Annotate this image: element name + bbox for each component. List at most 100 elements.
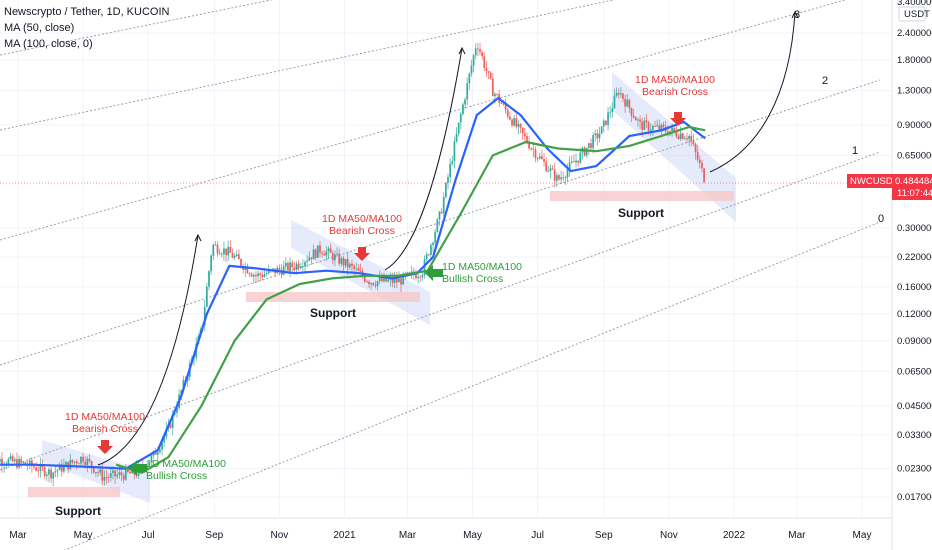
candle-body — [594, 133, 597, 136]
candle-body — [154, 450, 157, 455]
candle-body — [39, 463, 42, 472]
projection-arrowhead — [791, 10, 799, 19]
bearish-cross-label-line1: 1D MA50/MA100 — [635, 74, 715, 86]
candle-body — [400, 278, 402, 285]
candle-body — [60, 464, 63, 472]
candle-body — [391, 277, 394, 283]
candle-body — [462, 104, 464, 115]
candle-body — [227, 246, 230, 256]
candle-body — [417, 276, 420, 279]
candle-body — [681, 133, 684, 139]
candle-body — [90, 461, 93, 468]
candle-body — [472, 55, 475, 66]
candle-body — [634, 117, 637, 121]
candle-body — [598, 133, 601, 139]
candle-body — [103, 477, 106, 481]
time-tick-label: May — [74, 530, 93, 541]
time-tick-label: 2021 — [333, 530, 356, 541]
symbol-title[interactable]: Newscrypto / Tether, 1D, KUCOIN — [4, 6, 170, 18]
candle-body — [519, 123, 522, 128]
bearish-cross-label-line2: Bearish Cross — [329, 225, 395, 237]
candle-body — [348, 263, 351, 268]
candle-body — [643, 120, 646, 130]
ma50-legend[interactable]: MA (50, close) — [4, 22, 75, 34]
candle-body — [387, 279, 390, 282]
candle-body — [645, 120, 648, 123]
candle-body — [35, 467, 38, 471]
candle-body — [564, 177, 567, 179]
candle-body — [355, 268, 358, 270]
candle-body — [118, 472, 121, 475]
candle-body — [97, 472, 99, 473]
candle-body — [374, 284, 377, 286]
candle-body — [314, 249, 317, 258]
time-tick-label: May — [853, 530, 872, 541]
candle-body — [77, 463, 80, 465]
candle-body — [353, 265, 356, 270]
candle-body — [523, 133, 526, 137]
candle-body — [331, 252, 334, 261]
candle-body — [225, 248, 227, 256]
candle-body — [485, 67, 488, 72]
candle-body — [261, 275, 264, 277]
ma100-legend[interactable]: MA (100, close, 0) — [4, 38, 93, 50]
bullish-cross-label-line2: Bullish Cross — [442, 273, 503, 285]
candle-body — [425, 254, 428, 260]
candle-body — [476, 48, 479, 50]
price-tick-label: 3.400000 — [897, 0, 932, 8]
candle-body — [75, 461, 78, 464]
candle-body — [146, 465, 149, 470]
candle-body — [9, 456, 12, 460]
candle-body — [235, 254, 238, 256]
candle-body — [530, 148, 533, 150]
price-tick-label: 2.400000 — [897, 28, 932, 39]
channel-line — [0, 79, 881, 366]
candle-body — [513, 118, 516, 126]
candle-body — [662, 124, 665, 127]
candle-body — [440, 211, 443, 214]
bearish-cross-label-line2: Bearish Cross — [642, 86, 708, 98]
candle-body — [92, 467, 95, 473]
candle-body — [214, 244, 217, 246]
candle-body — [99, 469, 102, 473]
candle-body — [340, 258, 343, 264]
candle-body — [65, 461, 67, 465]
candle-body — [122, 475, 125, 480]
candle-body — [607, 112, 609, 125]
support-label: Support — [310, 306, 356, 320]
candle-body — [466, 83, 469, 100]
candle-body — [304, 261, 306, 267]
candle-body — [474, 48, 477, 56]
candle-body — [282, 266, 285, 275]
candle-body — [1, 458, 3, 466]
candle-body — [536, 158, 539, 160]
candle-body — [112, 470, 114, 474]
candle-body — [506, 109, 509, 117]
candle-body — [372, 282, 375, 285]
candle-body — [459, 114, 462, 123]
candle-body — [573, 161, 575, 163]
candle-body — [159, 449, 161, 453]
candle-body — [210, 255, 213, 272]
candle-body — [534, 149, 537, 159]
candle-body — [515, 118, 518, 127]
support-zone — [550, 191, 734, 201]
price-tick-label: 0.017000 — [897, 492, 932, 503]
candle-body — [312, 249, 315, 260]
bullish-cross-arrow — [129, 460, 147, 476]
candle-body — [272, 268, 274, 270]
symbol-tag — [847, 173, 892, 188]
candle-body — [538, 156, 541, 159]
candle-body — [378, 277, 381, 282]
candle-body — [517, 123, 520, 127]
candle-body — [161, 442, 163, 450]
candle-body — [395, 278, 398, 283]
candle-body — [491, 78, 494, 97]
candle-body — [105, 477, 108, 478]
